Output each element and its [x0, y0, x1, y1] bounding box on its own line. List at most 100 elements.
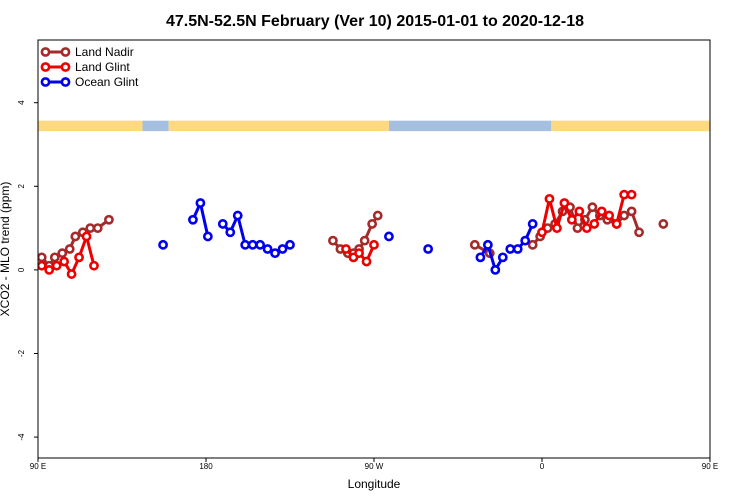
land-nadir-point: [38, 252, 47, 263]
land-glint-point: [66, 269, 77, 279]
land-nadir-point: [70, 231, 81, 242]
land-glint-point: [619, 189, 630, 200]
legend-swatch-point: [60, 62, 71, 72]
land-segment: [551, 120, 710, 132]
x-tick-label: 90 E: [30, 462, 46, 471]
land-nadir-point: [57, 248, 68, 259]
ocean-glint-point: [482, 239, 493, 250]
ocean-glint-point: [384, 231, 394, 242]
land-glint-point: [51, 260, 62, 271]
ocean-glint-point: [423, 244, 434, 254]
land-glint-point: [611, 219, 622, 229]
ocean-glint-point: [285, 239, 295, 250]
land-nadir-point: [572, 223, 583, 233]
land-nadir-point: [527, 239, 538, 250]
ocean-segment: [142, 120, 169, 132]
land-glint-point: [354, 248, 364, 259]
legend-swatch-point: [60, 47, 71, 57]
land-glint-point: [537, 227, 547, 238]
land-nadir-point: [49, 252, 60, 263]
ocean-glint-point: [475, 252, 486, 263]
land-glint-point: [59, 256, 70, 267]
land-glint-point: [604, 210, 615, 221]
ocean-glint-point: [512, 244, 523, 254]
land-nadir-point: [85, 223, 96, 233]
land-segment: [38, 120, 143, 132]
x-tick-label: 90 E: [702, 462, 718, 471]
series-land-glint: [38, 189, 637, 279]
legend-label: Land Glint: [75, 60, 130, 74]
land-glint-point: [559, 198, 570, 208]
ocean-glint-point: [202, 231, 213, 242]
land-glint-point: [626, 189, 637, 200]
land-glint-point: [369, 239, 379, 250]
land-nadir-point: [104, 214, 114, 225]
land-nadir-point: [469, 239, 480, 250]
series-layer: [38, 189, 669, 279]
x-axis-label: Longitude: [348, 477, 401, 491]
y-tick-label: 2: [17, 184, 26, 189]
ocean-segment: [388, 120, 552, 132]
y-tick-label: -2: [17, 349, 26, 357]
land-nadir-point: [658, 219, 669, 229]
y-axis-label: XCO2 - MLO trend (ppm): [0, 182, 12, 317]
land-glint-point: [544, 193, 555, 204]
land-nadir-point: [619, 210, 630, 221]
ocean-glint-point: [195, 198, 206, 208]
legend-label: Land Nadir: [75, 45, 134, 59]
legend-item-land-glint: Land Glint: [40, 60, 130, 74]
land-nadir-point: [372, 210, 383, 221]
ocean-glint-point: [217, 219, 228, 229]
ocean-glint-point: [497, 252, 508, 263]
land-segment: [168, 120, 389, 132]
land-glint-point: [89, 260, 99, 271]
ocean-glint-point: [520, 235, 531, 246]
ocean-glint-point: [490, 264, 501, 275]
legend-swatch-point: [40, 62, 51, 72]
x-axis: 90 E 180 90 W 0 90 E: [30, 458, 718, 471]
y-tick-label: 0: [17, 267, 26, 272]
land-glint-point: [552, 223, 562, 233]
y-tick-label: -4: [17, 433, 26, 441]
legend-label: Ocean Glint: [75, 75, 139, 89]
land-nadir-point: [359, 235, 370, 246]
land-glint-point: [581, 223, 592, 233]
land-nadir-point: [64, 244, 75, 254]
land-glint-point: [44, 264, 55, 275]
x-tick-label: 0: [540, 462, 545, 471]
land-nadir-point: [587, 202, 598, 213]
land-nadir-point: [328, 235, 338, 246]
land-glint-point: [574, 206, 585, 217]
ocean-glint-point: [505, 244, 516, 254]
land-nadir-point: [367, 219, 378, 229]
ocean-glint-point: [188, 214, 198, 225]
legend-swatch-point: [40, 77, 51, 87]
land-glint-point: [566, 214, 577, 225]
x-tick-label: 180: [199, 462, 213, 471]
land-glint-point: [361, 256, 372, 267]
land-glint-point: [38, 260, 47, 271]
land-nadir-point: [634, 227, 644, 238]
x-tick-label: 90 W: [365, 462, 384, 471]
land-glint-point: [589, 219, 600, 229]
ocean-glint-point: [277, 244, 288, 254]
land-glint-point: [74, 252, 84, 263]
legend-item-ocean-glint: Ocean Glint: [40, 75, 139, 89]
land-nadir-point: [626, 206, 637, 217]
ocean-glint-point: [527, 219, 538, 229]
land-ocean-bar: [38, 120, 710, 132]
ocean-glint-point: [255, 239, 266, 250]
ocean-glint-point: [270, 248, 280, 259]
land-glint-point: [81, 231, 92, 242]
land-glint-point: [341, 244, 351, 254]
series-ocean-glint: [158, 198, 538, 275]
ocean-glint-point: [240, 239, 251, 250]
land-glint-point: [596, 206, 607, 217]
y-axis: -4 -2 0 2 4: [17, 100, 38, 441]
legend-swatch-point: [40, 47, 51, 57]
ocean-glint-point: [158, 239, 168, 250]
legend-swatch-point: [60, 77, 71, 87]
ocean-glint-point: [225, 227, 236, 238]
